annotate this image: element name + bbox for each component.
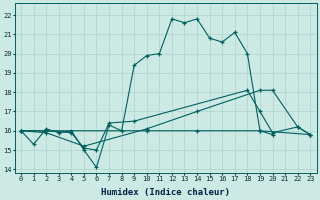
X-axis label: Humidex (Indice chaleur): Humidex (Indice chaleur) <box>101 188 230 197</box>
